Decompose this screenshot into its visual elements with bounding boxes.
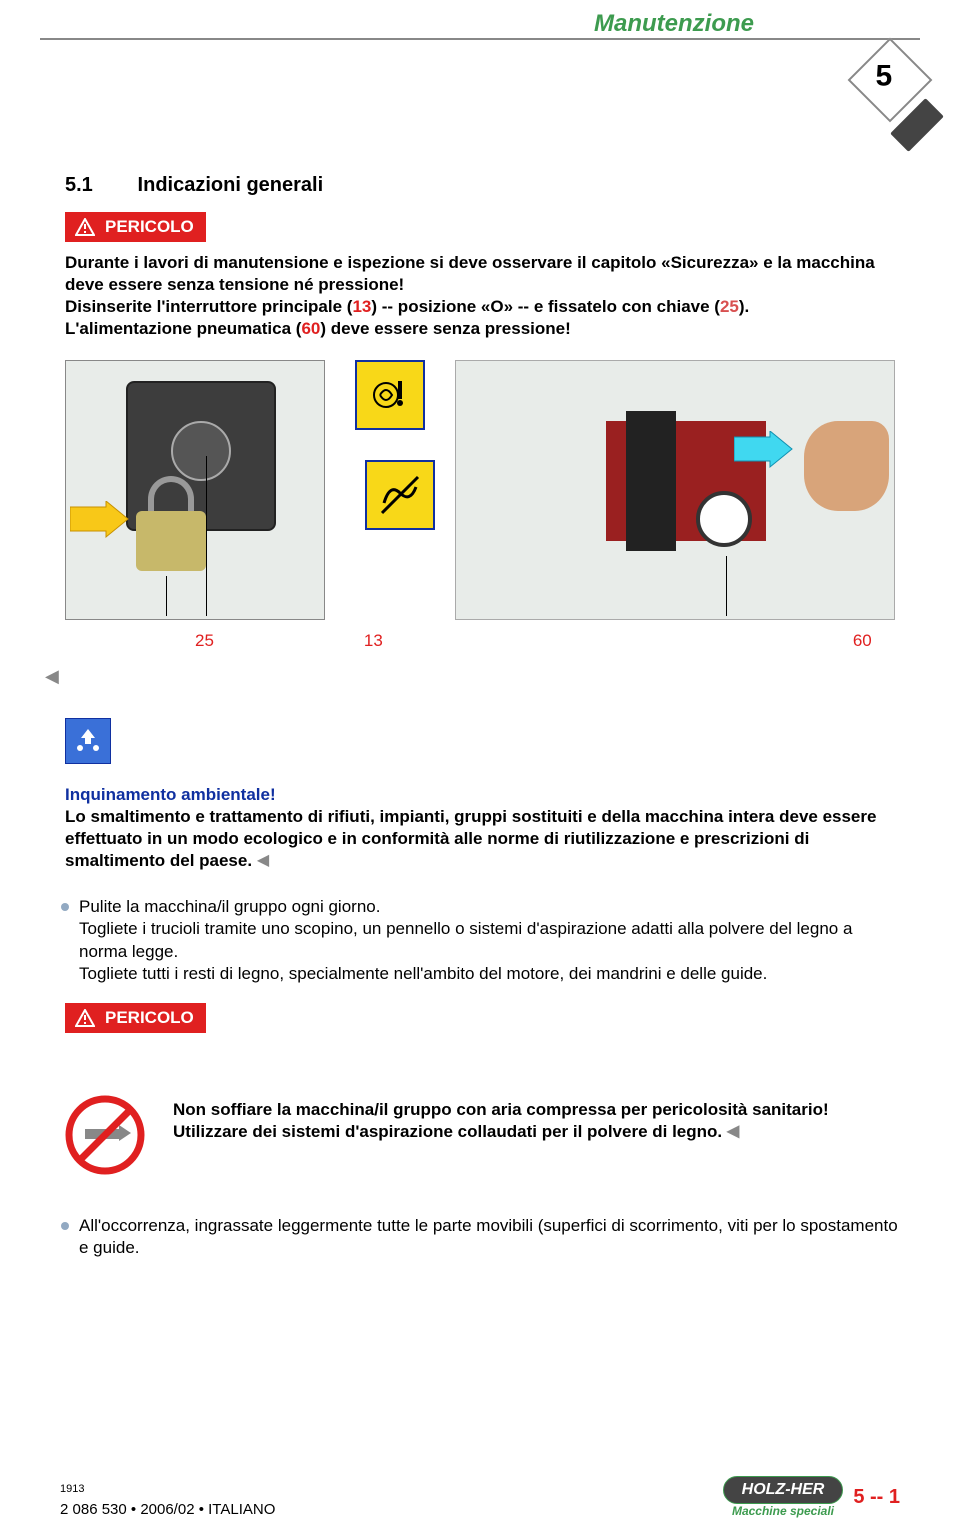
bullet-cleaning: Pulite la macchina/il gruppo ogni giorno… [65,896,900,984]
arrow-yellow-icon [70,501,130,541]
padlock-body [136,511,206,571]
filter-block [626,411,676,551]
section-end-marker: ◀ [45,665,900,688]
intro-text-3b: ) deve essere senza pressione! [320,319,570,338]
environment-text: Lo smaltimento e trattamento di rifiuti,… [65,807,876,870]
label-13: 13 [364,630,383,652]
ref-60: 60 [301,319,320,338]
callout-13 [206,456,207,616]
section-title: Indicazioni generali [138,174,324,196]
warning-icon [75,1009,95,1027]
page-content: 5.1 Indicazioni generali PERICOLO Durant… [0,72,960,1259]
end-marker-icon: ◀ [257,852,269,869]
section-number: 5.1 [65,174,93,196]
ref-25: 25 [720,297,739,316]
bullet-1c: Togliete tutti i resti di legno, special… [79,964,767,983]
bullet-1a: Pulite la macchina/il gruppo ogni giorno… [79,897,380,916]
section-heading: 5.1 Indicazioni generali [65,172,900,198]
prohibit-line-1: Non soffiare la macchina/il gruppo con a… [173,1100,829,1119]
figure-labels: 25 13 60 [65,630,900,652]
intro-text-2b: ) -- posizione «O» -- e fissatelo con ch… [371,297,720,316]
danger-label-2: PERICOLO [65,1003,206,1033]
intro-text-2c: ). [739,297,749,316]
intro-text-1: Durante i lavori di manutensione e ispez… [65,253,875,294]
environment-heading: Inquinamento ambientale! [65,785,276,804]
figure-pneumatic [455,360,895,620]
danger-label: PERICOLO [65,212,206,242]
intro-text-2a: Disinserite l'interruttore principale ( [65,297,352,316]
danger-text-2: PERICOLO [105,1007,194,1029]
environment-block: Inquinamento ambientale! Lo smaltimento … [65,784,900,872]
callout-60 [726,556,727,616]
bullet-1b: Togliete i trucioli tramite uno scopino,… [79,919,852,960]
prohibit-text: Non soffiare la macchina/il gruppo con a… [173,1099,829,1143]
no-compressed-air-icon [65,1095,145,1175]
arrow-cyan-icon [734,431,794,471]
footer-brand: HOLZ-HER Macchine speciali 5 -- 1 [723,1476,900,1518]
page-footer: 1913 2 086 530 • 2006/02 • ITALIANO HOLZ… [60,1476,900,1518]
figure-switch-lock [65,360,325,620]
footer-left: 1913 2 086 530 • 2006/02 • ITALIANO [60,1483,275,1518]
brand-subtitle: Macchine speciali [723,1504,844,1518]
air-off-icon [365,460,435,530]
brand-logo: HOLZ-HER [723,1476,844,1504]
hand [804,421,889,511]
page-number: 5 -- 1 [853,1486,900,1509]
warning-icon [75,218,95,236]
bullet-2: All'occorrenza, ingrassate leggermente t… [79,1216,898,1257]
label-25: 25 [195,630,214,652]
callout-25 [166,576,167,616]
chapter-title: Manutenzione [588,10,760,38]
intro-text-3a: L'alimentazione pneumatica ( [65,319,301,338]
chapter-number: 5 [876,60,893,94]
end-marker-icon: ◀ [727,1123,739,1140]
figure-row [65,360,900,620]
prohibit-row: Non soffiare la macchina/il gruppo con a… [65,1069,900,1175]
recycle-icon [65,718,111,764]
label-60: 60 [853,630,872,652]
footer-small-id: 1913 [60,1483,275,1495]
electric-off-icon [355,360,425,430]
figure-icons [355,360,425,530]
danger-text: PERICOLO [105,216,194,238]
intro-paragraph: Durante i lavori di manutensione e ispez… [65,252,900,340]
prohibit-line-2: Utilizzare dei sistemi d'aspirazione col… [173,1122,722,1141]
header-rule [40,38,920,40]
bullet-grease: All'occorrenza, ingrassate leggermente t… [65,1215,900,1259]
page-header: Manutenzione [40,10,920,72]
footer-doc-code: 2 086 530 • 2006/02 • ITALIANO [60,1501,275,1518]
ref-13: 13 [352,297,371,316]
